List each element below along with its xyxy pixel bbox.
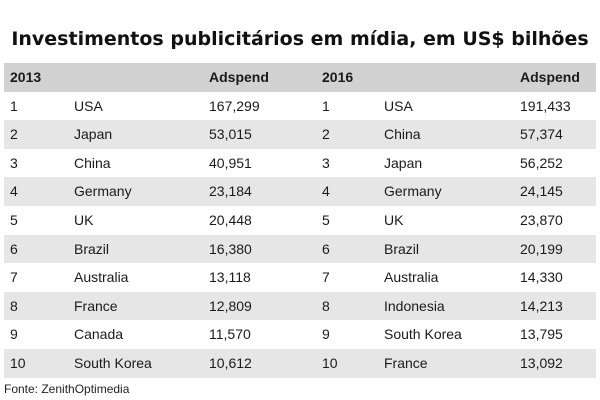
table-row: 8 France 12,809 8 Indonesia 14,213: [4, 291, 596, 321]
year-header-2016: 2016: [322, 69, 354, 85]
table-row: 9 Canada 11,570 9 South Korea 13,795: [4, 320, 596, 349]
country-2013-cell: Japan: [74, 126, 113, 143]
country-2016-cell: USA: [384, 97, 413, 114]
adspend-2013-cell: 16,380: [209, 240, 252, 257]
rank-2013-cell: 4: [10, 183, 18, 200]
country-2016-cell: China: [384, 126, 421, 143]
country-2013-cell: Germany: [74, 183, 132, 200]
adspend-header-2016: Adspend: [520, 69, 580, 85]
table-header-row: 2013 Adspend 2016 Adspend: [4, 63, 596, 92]
adspend-2016-cell: 24,145: [520, 183, 563, 200]
country-2013-cell: South Korea: [74, 355, 152, 371]
adspend-header-2013: Adspend: [209, 69, 269, 85]
rank-2013-cell: 9: [10, 326, 18, 343]
adspend-2013-cell: 10,612: [209, 355, 252, 371]
adspend-2013-cell: 53,015: [209, 126, 252, 143]
chart-title: Investimentos publicitários em mídia, em…: [11, 28, 589, 50]
rank-2013-cell: 7: [10, 269, 18, 286]
country-2013-cell: Australia: [74, 269, 129, 286]
adspend-2016-cell: 56,252: [520, 154, 563, 171]
rank-2016-cell: 2: [322, 126, 330, 143]
year-header-2013: 2013: [10, 69, 42, 85]
country-2016-cell: UK: [384, 212, 404, 228]
rank-2016-cell: 4: [322, 183, 330, 200]
rank-2013-cell: 8: [10, 297, 18, 314]
rank-2016-cell: 8: [322, 297, 330, 314]
country-2016-cell: Australia: [384, 269, 439, 286]
adspend-2013-cell: 40,951: [209, 154, 252, 171]
table-row: 1 USA 167,299 1 USA 191,433: [4, 92, 596, 121]
adspend-2013-cell: 23,184: [209, 183, 252, 200]
adspend-2016-cell: 14,213: [520, 297, 563, 314]
source-note: Fonte: ZenithOptimedia: [4, 382, 130, 396]
rank-2013-cell: 3: [10, 154, 18, 171]
rank-2016-cell: 6: [322, 240, 330, 257]
rank-2016-cell: 10: [322, 355, 338, 371]
country-2013-cell: Canada: [74, 326, 124, 343]
country-2013-cell: UK: [74, 212, 94, 228]
country-2016-cell: Japan: [384, 154, 423, 171]
adspend-2013-cell: 11,570: [209, 326, 251, 343]
rank-2016-cell: 9: [322, 326, 330, 343]
country-2013-cell: USA: [74, 97, 103, 114]
rank-2016-cell: 3: [322, 154, 330, 171]
adspend-2016-cell: 57,374: [520, 126, 563, 143]
adspend-2016-cell: 13,795: [520, 326, 563, 343]
rank-2013-cell: 1: [10, 97, 18, 114]
country-2013-cell: Brazil: [74, 240, 110, 257]
adspend-2013-cell: 167,299: [209, 97, 260, 114]
table-row: 5 UK 20,448 5 UK 23,870: [4, 206, 596, 235]
adspend-2013-cell: 20,448: [209, 212, 252, 228]
table-row: 2 Japan 53,015 2 China 57,374: [4, 120, 596, 149]
table-row: 4 Germany 23,184 4 Germany 24,145: [4, 177, 596, 206]
adspend-2016-cell: 23,870: [520, 212, 563, 228]
country-2016-cell: Indonesia: [384, 297, 445, 314]
table-row: 10 South Korea 10,612 10 France 13,092: [4, 349, 596, 378]
country-2016-cell: Brazil: [384, 240, 420, 257]
country-2013-cell: France: [74, 297, 118, 314]
country-2016-cell: South Korea: [384, 326, 462, 343]
adspend-2013-cell: 13,118: [209, 269, 251, 286]
rank-2016-cell: 7: [322, 269, 330, 286]
adspend-2016-cell: 20,199: [520, 240, 563, 257]
rank-2013-cell: 5: [10, 212, 18, 228]
table-row: 7 Australia 13,118 7 Australia 14,330: [4, 263, 596, 292]
table-row: 6 Brazil 16,380 6 Brazil 20,199: [4, 234, 596, 264]
rank-2016-cell: 1: [322, 97, 330, 114]
rank-2013-cell: 10: [10, 355, 26, 371]
table-row: 3 China 40,951 3 Japan 56,252: [4, 149, 596, 178]
adspend-2016-cell: 14,330: [520, 269, 563, 286]
country-2016-cell: France: [384, 355, 428, 371]
rank-2016-cell: 5: [322, 212, 330, 228]
rank-2013-cell: 6: [10, 240, 18, 257]
country-2013-cell: China: [74, 154, 111, 171]
rank-2013-cell: 2: [10, 126, 18, 143]
country-2016-cell: Germany: [384, 183, 442, 200]
adspend-2016-cell: 13,092: [520, 355, 563, 371]
adspend-table: 2013 Adspend 2016 Adspend 1 USA 167,299 1 US…: [4, 63, 596, 378]
adspend-2013-cell: 12,809: [209, 297, 252, 314]
adspend-2016-cell: 191,433: [520, 97, 571, 114]
